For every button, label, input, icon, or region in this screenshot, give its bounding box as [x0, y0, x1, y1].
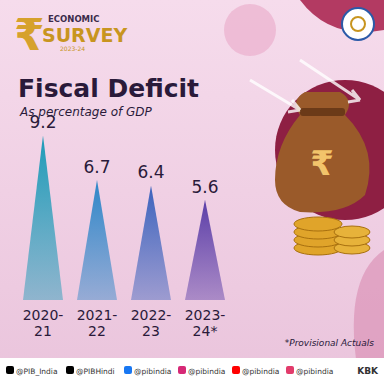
category-label: 2020-21 [23, 307, 64, 339]
social-icon [286, 366, 294, 374]
coin [334, 226, 370, 238]
data-label: 5.6 [191, 177, 218, 197]
social-handle: @PIBHindi [76, 367, 115, 376]
money-bag [275, 92, 370, 212]
social-handle: @pibindia [296, 367, 333, 376]
social-handle: @pibindia [134, 367, 171, 376]
category-line: 21 [34, 323, 52, 339]
bar [185, 200, 225, 300]
bag-tie [300, 108, 345, 116]
emblem [351, 17, 365, 31]
credit: KBK [357, 366, 379, 376]
data-label: 6.4 [137, 162, 164, 182]
category-line: 2021- [77, 307, 118, 323]
logo-symbol: ₹ [14, 9, 45, 60]
title: Fiscal Deficit [18, 74, 199, 103]
chart-root: ₹₹ECONOMICSURVEY2023-24Fiscal DeficitAs … [0, 0, 384, 384]
social-handle: @PIB_India [16, 367, 58, 376]
category-label: 2021-22 [77, 307, 118, 339]
deco-arrow [250, 80, 300, 112]
social-icon [178, 366, 186, 374]
category-line: 23 [142, 323, 160, 339]
emblem [342, 8, 374, 40]
bars [23, 135, 225, 300]
category-line: 2023- [185, 307, 226, 323]
deco-arrow [300, 60, 360, 102]
footer-bar [0, 358, 384, 384]
category-label: 2022-23 [131, 307, 172, 339]
data-label: 9.2 [29, 112, 56, 132]
deco-circle [224, 4, 276, 56]
logo-text: 2023-24 [60, 45, 85, 52]
bar [131, 185, 171, 300]
page: {"chart_data": {"type": "bar", "title": … [0, 0, 384, 384]
bag-symbol: ₹ [310, 143, 334, 183]
footnote: *Provisional Actuals [285, 338, 375, 348]
social-icon [232, 366, 240, 374]
background [0, 0, 384, 384]
social-handle: @pibindia [242, 367, 279, 376]
category-line: 22 [88, 323, 106, 339]
logo-text: ECONOMIC [48, 14, 99, 24]
category-line: 2022- [131, 307, 172, 323]
logo-text: SURVEY [42, 24, 127, 46]
coin [294, 217, 342, 231]
social-handle: @pibindia [188, 367, 225, 376]
chart-svg: ₹₹ECONOMICSURVEY2023-24Fiscal DeficitAs … [0, 0, 384, 384]
category-line: 24* [193, 323, 218, 339]
data-label: 6.7 [83, 157, 110, 177]
labels: 9.2 2020-21 6.7 2021-22 6.4 2022-23 5.6 2023-24… [23, 112, 226, 339]
category-label: 2023-24* [185, 307, 226, 339]
bar [23, 135, 63, 300]
social-icon [124, 366, 132, 374]
social-icon [66, 366, 74, 374]
bar [77, 180, 117, 300]
social-icon [6, 366, 14, 374]
category-line: 2020- [23, 307, 64, 323]
